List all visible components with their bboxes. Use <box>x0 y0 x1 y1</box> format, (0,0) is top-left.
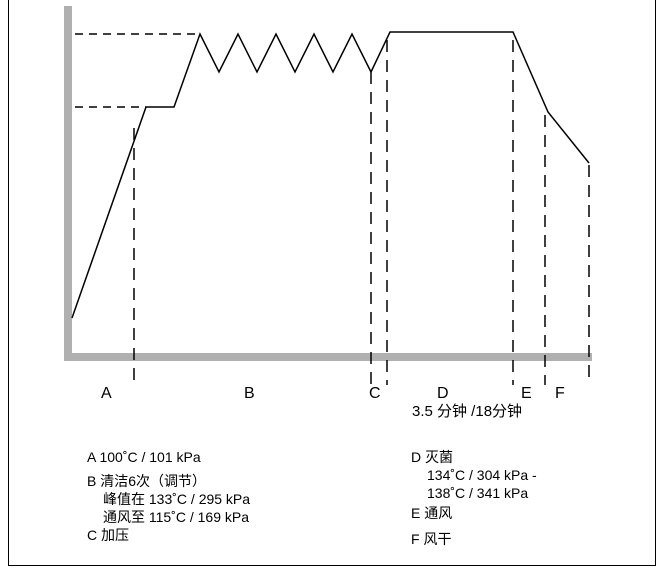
phase-a-label: A <box>101 385 112 402</box>
legend-d-range-low: 134˚C / 304 kPa - <box>427 467 537 483</box>
phase-d-label: D <box>437 385 449 402</box>
phase-f-label: F <box>555 385 565 402</box>
legend-b-peak: 峰值在 133˚C / 295 kPa <box>103 491 251 507</box>
diagram-frame <box>8 0 656 566</box>
legend-a: A 100˚C / 101 kPa <box>87 449 201 465</box>
legend-left: A 100˚C / 101 kPa B 清洁6次（调节） 峰值在 133˚C /… <box>87 448 250 544</box>
legend-e: E 通风 <box>411 505 453 521</box>
legend-b-title: B 清洁6次（调节） <box>87 473 207 489</box>
phase-c-label: C <box>369 385 381 402</box>
process-curve <box>71 31 590 319</box>
legend-f: F 风干 <box>411 531 452 547</box>
legend-c: C 加压 <box>87 527 129 543</box>
legend-d-title: D 灭菌 <box>411 449 453 465</box>
duration-note: 3.5 分钟 /18分钟 <box>412 403 523 420</box>
legend-right: D 灭菌 134˚C / 304 kPa - 138˚C / 341 kPa E… <box>411 448 537 548</box>
phase-b-label: B <box>244 385 255 402</box>
phase-e-label: E <box>521 385 532 402</box>
legend-d-range-high: 138˚C / 341 kPa <box>427 485 529 501</box>
legend-b-vent: 通风至 115˚C / 169 kPa <box>103 509 250 525</box>
